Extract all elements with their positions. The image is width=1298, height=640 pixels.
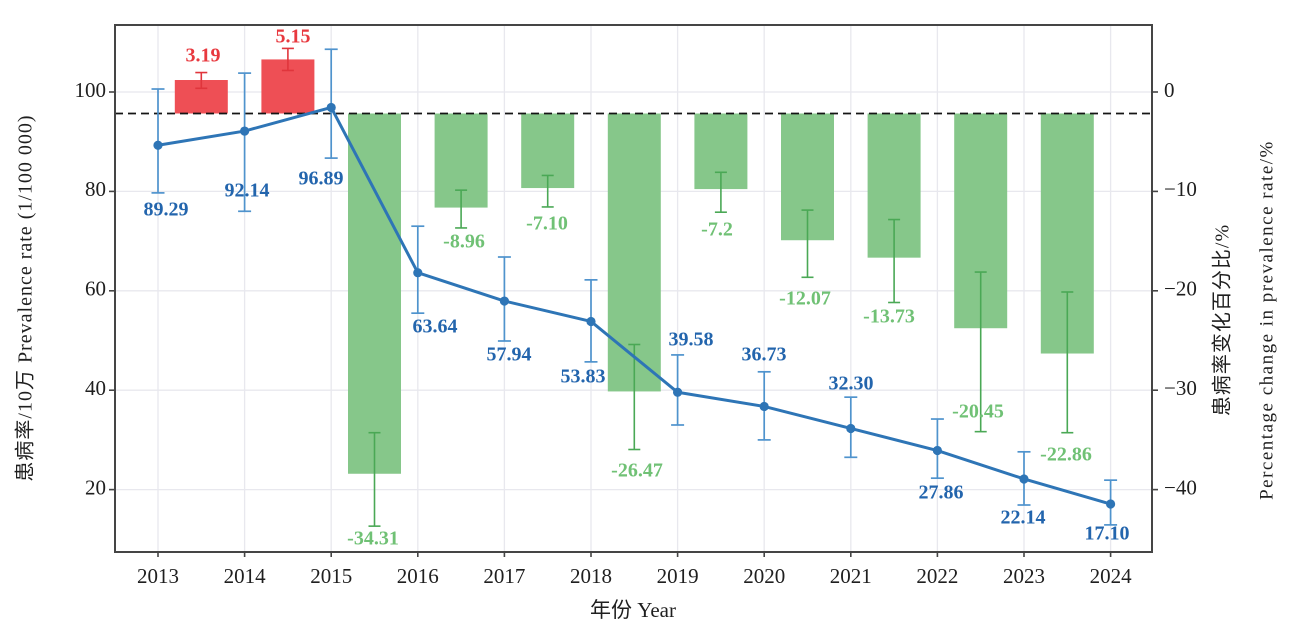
line-point-2023 [1019,474,1029,484]
line-value-label-2018: 53.83 [561,366,606,388]
right-axis-tick-label-1: −10 [1164,177,1197,201]
left-axis-tick-label-100: 100 [75,78,107,102]
line-value-label-2021: 32.30 [829,373,874,395]
line-point-2021 [846,423,856,434]
line-point-2024 [1106,499,1116,509]
year-tick-label-2023: 2023 [1003,564,1045,588]
line-point-2014 [240,126,250,136]
line-value-label-2022: 27.86 [919,482,964,504]
line-value-label-2016: 63.64 [413,316,458,338]
right-axis-tick-label-2: −20 [1164,277,1197,301]
year-tick-label-2014: 2014 [224,564,267,588]
left-axis-tick-label-60: 60 [85,277,106,301]
line-point-2017 [499,296,509,306]
right-axis-title-en: Percentage change in prevalence rate/% [1256,140,1277,500]
left-axis-tick-label-40: 40 [85,376,106,400]
year-tick-label-2020: 2020 [743,564,785,588]
line-point-2016 [413,268,423,278]
left-axis-title: 患病率/10万 Prevalence rate (1/100 000) [14,114,37,481]
prevalence-line [157,105,1112,506]
line-value-label-2023: 22.14 [1001,507,1046,529]
bar-value-label-2014-2015: 5.15 [276,26,311,48]
year-tick-label-2021: 2021 [830,564,872,588]
left-axis-tick-label-20: 20 [85,475,106,499]
line-value-label-2024: 17.10 [1085,523,1130,545]
year-tick-label-2015: 2015 [310,564,352,588]
line-value-label-2019: 39.58 [669,329,714,351]
bar-value-label-2013-2014: 3.19 [186,45,221,67]
right-axis-title-cn: 患病率变化百分比/% [1211,224,1234,416]
line-point-2022 [932,445,943,456]
bar-value-label-2019-2020: -7.2 [701,219,733,241]
line-value-label-2013: 89.29 [144,199,189,221]
year-tick-label-2016: 2016 [397,564,439,588]
line-point-2018 [586,316,596,327]
bar-value-label-2015-2016: -34.31 [347,528,399,550]
line-point-2013 [153,140,163,150]
change-bar-2015-2016 [348,113,401,474]
year-tick-label-2017: 2017 [483,564,525,588]
bar-value-label-2021-2022: -13.73 [863,306,915,328]
line-point-2015 [326,102,336,113]
right-axis-tick-label-4: −40 [1164,475,1197,499]
line-value-label-2014: 92.14 [225,180,270,202]
year-tick-label-2013: 2013 [137,564,179,588]
right-axis-tick-label-0: 0 [1164,78,1175,102]
line-point-2020 [759,401,769,412]
bar-value-label-2016-2017: -8.96 [443,231,485,253]
year-tick-label-2024: 2024 [1090,564,1133,588]
line-value-label-2015: 96.89 [299,168,344,190]
year-tick-label-2019: 2019 [657,564,699,588]
bar-value-label-2017-2018: -7.10 [526,213,568,235]
bar-value-label-2020-2021: -12.07 [779,288,831,310]
line-value-label-2020: 36.73 [742,344,787,366]
line-value-label-2017: 57.94 [487,344,532,366]
year-tick-label-2018: 2018 [570,564,612,588]
bar-value-label-2023-2024: -22.86 [1040,444,1092,466]
line-point-2019 [673,387,683,397]
bar-value-label-2018-2019: -26.47 [611,460,663,482]
x-axis-title: 年份 Year [590,598,676,622]
left-axis-tick-label-80: 80 [85,177,106,201]
bar-value-label-2022-2023: -20.45 [952,401,1004,423]
year-tick-label-2022: 2022 [916,564,958,588]
right-axis-tick-label-3: −30 [1164,376,1197,400]
plot-border [114,24,1153,553]
